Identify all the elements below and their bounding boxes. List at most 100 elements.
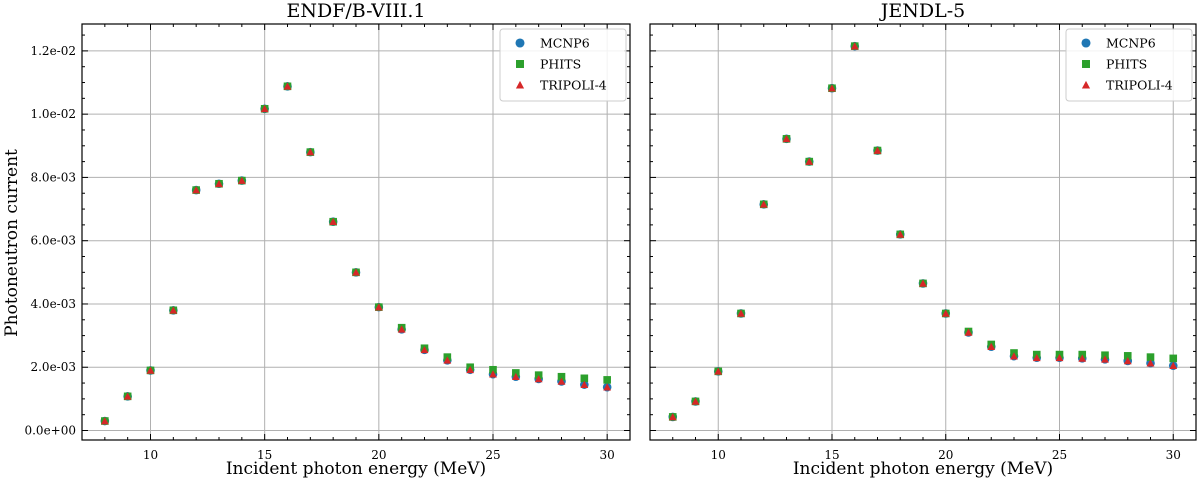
legend: MCNP6 PHITS TRIPOLI-4 — [1065, 28, 1193, 102]
data-point — [1078, 354, 1087, 362]
x-tick-label: 25 — [485, 448, 500, 462]
data-point — [557, 377, 566, 385]
data-point — [466, 365, 475, 374]
data-point — [782, 134, 791, 143]
data-point — [215, 179, 223, 188]
legend-label: TRIPOLI-4 — [1106, 78, 1173, 93]
data-point — [1010, 352, 1018, 360]
chart-title: JENDL-5 — [879, 0, 965, 22]
data-point — [896, 230, 905, 238]
legend-label: TRIPOLI-4 — [540, 78, 607, 93]
axes-frame — [649, 23, 1197, 441]
data-point — [1146, 353, 1155, 361]
data-point — [987, 342, 996, 350]
data-point — [443, 356, 452, 364]
panel-2: 10 15 20 25 30 JENDL-5 Incident photon energy … — [649, 0, 1197, 479]
y-tick-label: 4.0e-03 — [30, 297, 76, 311]
data-point — [557, 372, 566, 381]
data-point — [237, 176, 246, 184]
data-point — [146, 366, 155, 374]
legend: MCNP6 PHITS TRIPOLI-4 — [499, 28, 627, 102]
data-point — [1169, 361, 1178, 369]
data-point — [192, 186, 201, 194]
data-point — [805, 157, 814, 165]
legend-marker — [1082, 60, 1090, 68]
y-tick-label: 8.0e-03 — [30, 170, 76, 184]
data-point — [374, 303, 383, 311]
data-point — [1055, 353, 1064, 362]
series-mcnp6 — [100, 82, 612, 426]
x-tick-label: 15 — [257, 448, 272, 462]
data-point — [964, 328, 973, 336]
legend-label: MCNP6 — [540, 36, 590, 51]
x-tick-label: 20 — [371, 448, 386, 462]
y-tick-label: 6.0e-03 — [30, 234, 76, 248]
x-tick-label: 15 — [824, 448, 839, 462]
data-point — [691, 397, 700, 405]
x-tick-label: 10 — [711, 448, 726, 462]
legend-marker — [515, 80, 525, 89]
axes-frame — [81, 23, 631, 441]
y-tick-label: 2.0e-03 — [30, 360, 76, 374]
legend-marker — [515, 38, 525, 48]
panel-1: 10 15 20 25 30 0.0e+00 2.0e-03 4.0e-03 6.0e-03 8.… — [24, 0, 631, 479]
x-tick-label: 25 — [1052, 448, 1067, 462]
y-tick-label: 1.0e-02 — [30, 107, 76, 121]
chart-title: ENDF/B-VIII.1 — [286, 0, 425, 22]
data-point — [534, 375, 543, 383]
legend-box — [1065, 28, 1193, 102]
y-tick-label: 0.0e+00 — [24, 424, 76, 438]
data-point — [941, 309, 950, 317]
series-tripoli-4 — [100, 82, 612, 425]
x-tick-label: 30 — [600, 448, 615, 462]
data-point — [329, 217, 338, 226]
data-point — [511, 372, 520, 381]
data-point — [283, 82, 292, 90]
data-point — [580, 374, 589, 383]
data-point — [850, 42, 859, 50]
data-point — [1169, 354, 1178, 363]
data-point — [100, 417, 109, 425]
data-point — [873, 146, 882, 154]
legend-label: PHITS — [540, 57, 581, 72]
data-point — [489, 370, 497, 378]
legend-box — [499, 28, 627, 102]
legend-marker — [1081, 38, 1091, 48]
data-point — [668, 413, 677, 421]
data-point — [580, 380, 589, 388]
data-point — [919, 279, 927, 287]
data-point — [260, 104, 269, 113]
data-point — [420, 345, 429, 354]
data-point — [306, 148, 315, 156]
data-point — [123, 392, 132, 400]
data-point — [489, 365, 497, 374]
x-tick-label: 30 — [1166, 448, 1181, 462]
x-axis-label: Incident photon energy (MeV) — [226, 459, 486, 479]
data-point — [1101, 351, 1109, 360]
legend-marker — [516, 60, 524, 68]
data-point — [603, 376, 611, 384]
data-point — [352, 268, 360, 276]
data-point — [1123, 352, 1132, 360]
x-tick-label: 10 — [143, 448, 158, 462]
legend-label: MCNP6 — [1106, 36, 1156, 51]
data-point — [714, 367, 723, 375]
data-point — [759, 200, 768, 208]
data-point — [737, 309, 745, 317]
y-axis-label: Photoneutron current — [2, 149, 22, 337]
data-point — [828, 84, 836, 92]
data-point — [1123, 357, 1132, 365]
y-tick-label: 1.2e-02 — [30, 44, 76, 58]
series-phits — [101, 82, 611, 425]
data-point — [1101, 355, 1109, 363]
legend-label: PHITS — [1106, 57, 1147, 72]
data-point — [1146, 359, 1155, 367]
series-tripoli-4 — [668, 42, 1178, 421]
data-point — [603, 383, 612, 391]
x-tick-label: 20 — [938, 448, 953, 462]
data-point — [1032, 353, 1041, 362]
legend-marker — [1081, 80, 1091, 89]
data-point — [169, 306, 178, 314]
